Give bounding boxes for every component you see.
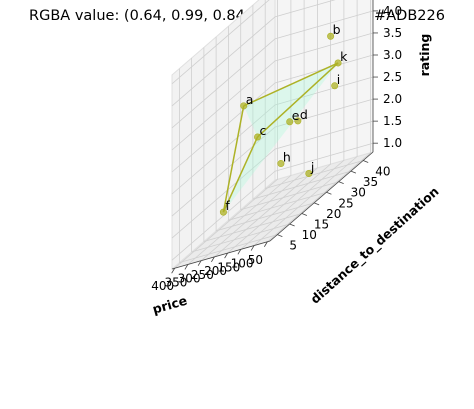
- data-point-e: [286, 118, 294, 126]
- x-tick-mark: [250, 245, 255, 251]
- x-tick-label: 50: [248, 253, 263, 267]
- x-tick-label: 100: [231, 257, 254, 271]
- x-axis-label: price: [151, 293, 189, 317]
- x-tick-label: 200: [204, 264, 227, 278]
- point-label-d: d: [300, 107, 308, 122]
- y-tick-label: 40: [375, 164, 390, 178]
- data-point-c: [254, 133, 262, 141]
- y-tick-mark: [301, 213, 308, 216]
- y-tick-label: 30: [351, 186, 366, 200]
- y-tick-label: 10: [302, 228, 317, 242]
- point-label-e: e: [292, 108, 300, 123]
- grid-line-x: [240, 0, 345, 250]
- polygon-edge-a-f: [222, 105, 245, 213]
- x-tick-mark: [237, 249, 242, 255]
- data-point-j: [305, 170, 313, 178]
- z-tick-label: 2.0: [383, 92, 402, 106]
- grid-line-y: [178, 68, 278, 264]
- y-tick-mark: [363, 160, 369, 163]
- grid-line-z: [171, 142, 374, 261]
- x-tick-label: 350: [164, 275, 187, 289]
- data-point-a: [240, 102, 248, 110]
- point-label-a: a: [246, 92, 254, 107]
- x-tick-label: 300: [178, 272, 201, 286]
- grid-line-z: [171, 98, 374, 217]
- y-tick-mark: [338, 181, 344, 185]
- grid-line-z: [171, 0, 270, 85]
- grid-line-y: [227, 26, 327, 221]
- grid-line-x: [174, 0, 279, 269]
- x-tick-label: 250: [191, 268, 214, 282]
- grid-line-y: [203, 47, 303, 243]
- y-tick-label: 15: [314, 217, 329, 231]
- data-point-b: [327, 32, 335, 40]
- grid-line-x: [253, 0, 358, 246]
- y-axis-line: [269, 151, 374, 242]
- z-tick-label: 2.5: [383, 70, 402, 84]
- z-tick-label: 4.0: [383, 4, 402, 18]
- y-tick-mark: [277, 234, 283, 238]
- polygon-face: [223, 62, 339, 213]
- y-tick-label: 20: [326, 207, 341, 221]
- x-tick-label: 400: [151, 279, 174, 293]
- back-pane: [274, 0, 374, 181]
- z-tick-label: 1.5: [383, 114, 402, 128]
- y-tick-label: 5: [289, 239, 297, 253]
- y-tick-mark: [313, 202, 320, 206]
- x-tick-mark: [171, 268, 175, 274]
- data-point-d: [294, 117, 302, 125]
- x-tick-mark: [211, 256, 215, 263]
- y-tick-mark: [350, 170, 357, 174]
- grid-line-x: [200, 0, 305, 262]
- data-point-h: [277, 160, 285, 168]
- z-tick-label: 3.0: [383, 48, 402, 62]
- y-axis-label: distance_to_destination: [307, 184, 442, 308]
- point-label-c: c: [260, 123, 267, 138]
- data-point-f: [219, 208, 227, 216]
- point-label-h: h: [283, 150, 291, 165]
- y-tick-label: 35: [363, 175, 378, 189]
- grid-line-z: [171, 0, 336, 107]
- data-point-i: [331, 82, 339, 90]
- x-tick-mark: [264, 241, 268, 247]
- grid-line-x: [214, 0, 318, 258]
- point-label-k: k: [340, 49, 348, 64]
- polygon-edge-a-k: [243, 62, 339, 107]
- x-tick-mark: [224, 252, 228, 259]
- y-tick-mark: [326, 191, 332, 195]
- grid-line-y: [215, 36, 315, 232]
- grid-line-x: [187, 0, 292, 265]
- x-tick-mark: [184, 264, 189, 270]
- y-tick-mark: [289, 223, 295, 227]
- point-label-b: b: [333, 22, 341, 37]
- point-label-i: i: [337, 72, 340, 87]
- grid-line-x: [267, 0, 371, 243]
- grid-line-y: [264, 0, 364, 190]
- point-label-f: f: [225, 198, 230, 213]
- grid-line-y: [240, 15, 339, 211]
- z-tick-label: 1.0: [383, 136, 402, 150]
- data-point-k: [334, 59, 342, 67]
- grid-line-y: [191, 58, 290, 253]
- x-tick-label: 150: [217, 260, 240, 274]
- polygon-edge-c-k: [257, 62, 339, 138]
- z-axis-label: rating: [417, 34, 432, 77]
- grid-line-z: [171, 76, 374, 195]
- point-label-j: j: [310, 160, 314, 175]
- polygon-edge-c-f: [222, 136, 259, 213]
- x-tick-mark: [197, 260, 202, 266]
- grid-line-z: [171, 10, 374, 129]
- z-tick-label: 3.5: [383, 26, 402, 40]
- grid-line-y: [252, 5, 352, 200]
- y-tick-label: 25: [338, 196, 353, 210]
- grid-line-z: [171, 32, 374, 151]
- grid-line-z: [171, 120, 374, 239]
